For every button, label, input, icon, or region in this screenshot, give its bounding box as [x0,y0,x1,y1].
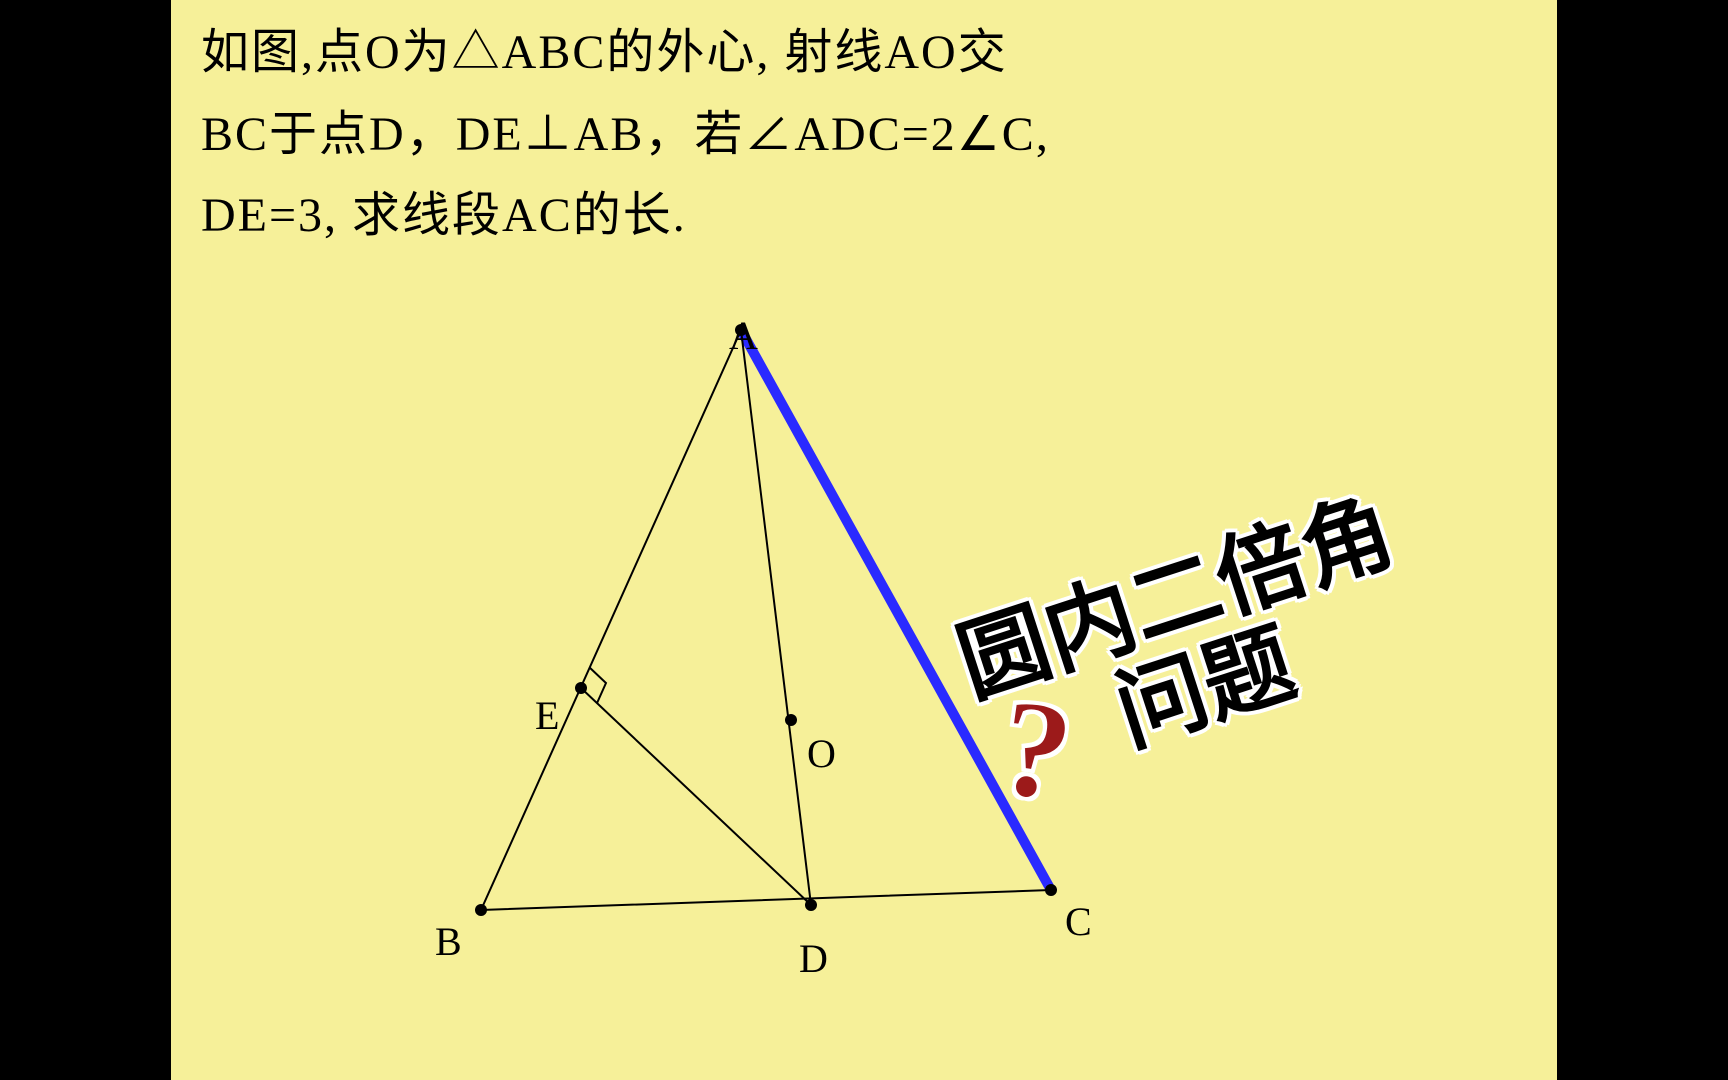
point-label-D: D [799,935,828,982]
geometry-figure: 圆内二倍角 问题 ? ABCDEO [281,270,1081,1070]
problem-line-1: 如图,点O为△ABC的外心, 射线AO交 [201,12,1521,94]
problem-line-3: DE=3, 求线段AC的长. [201,175,1521,257]
point-label-B: B [435,918,462,965]
point-label-E: E [535,692,559,739]
point-label-A: A [729,312,758,359]
content-canvas: 如图,点O为△ABC的外心, 射线AO交 BC于点D，DE⊥AB，若∠ADC=2… [171,0,1557,1080]
point-label-C: C [1065,898,1092,945]
point-label-O: O [807,730,836,777]
problem-text: 如图,点O为△ABC的外心, 射线AO交 BC于点D，DE⊥AB，若∠ADC=2… [201,12,1521,257]
problem-line-2: BC于点D，DE⊥AB，若∠ADC=2∠C, [201,94,1521,176]
